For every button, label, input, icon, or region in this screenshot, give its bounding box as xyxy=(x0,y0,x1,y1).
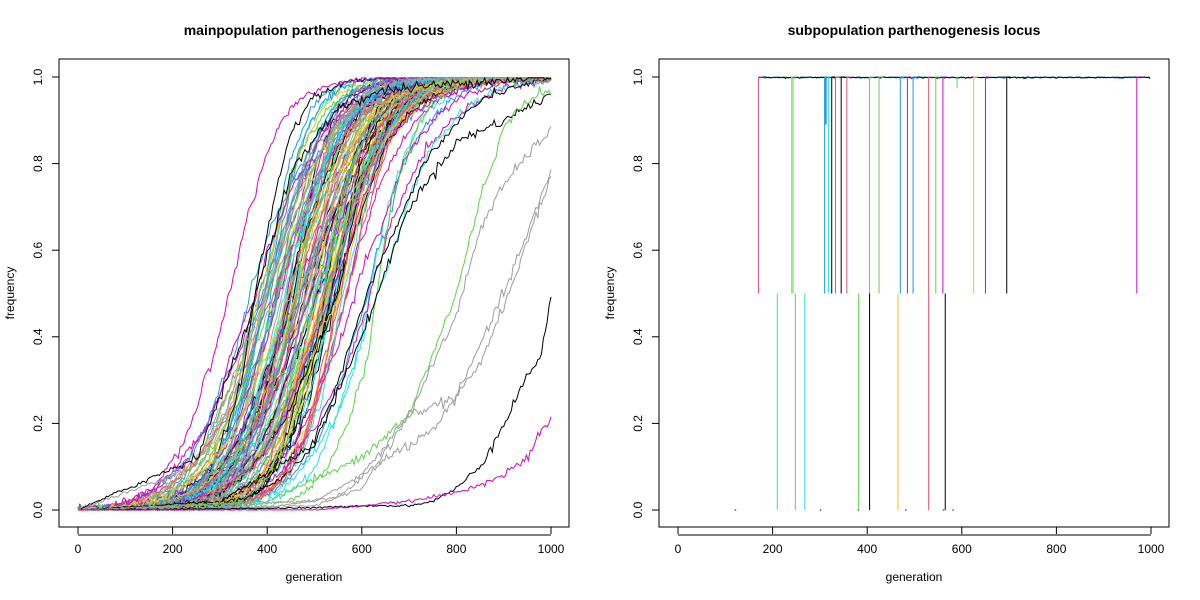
main-x-axis: 0 200 400 600 800 1000 xyxy=(75,527,565,556)
sub-y-axis-label: frequency xyxy=(603,267,617,320)
main-title: mainpopulation parthenogenesis locus xyxy=(184,22,445,38)
main-x-tick-label: 400 xyxy=(257,542,277,556)
main-late-series-line xyxy=(77,76,552,511)
sub-x-tick-label: 800 xyxy=(1046,542,1066,556)
main-x-tick-label: 800 xyxy=(446,542,466,556)
main-late-series-line xyxy=(77,76,552,511)
main-x-tick-label: 1000 xyxy=(538,542,565,556)
sub-title: subpopulation parthenogenesis locus xyxy=(788,22,1041,38)
main-y-axis-label: frequency xyxy=(3,267,17,320)
main-y-tick-label: 0.2 xyxy=(31,415,45,432)
main-x-axis-label: generation xyxy=(286,570,343,584)
sub-series-group xyxy=(734,76,1151,511)
sub-x-tick-label: 1000 xyxy=(1138,542,1165,556)
main-y-tick-label: 1.0 xyxy=(31,68,45,85)
main-x-tick-label: 0 xyxy=(75,542,82,556)
main-y-tick-label: 0.6 xyxy=(31,242,45,259)
main-panel: mainpopulation parthenogenesis locus 0 20… xyxy=(3,22,570,584)
sub-top-line xyxy=(758,76,1151,80)
sub-x-tick-label: 400 xyxy=(857,542,877,556)
main-plot-frame xyxy=(58,58,570,528)
sub-y-tick-label: 0.6 xyxy=(631,242,645,259)
sub-y-tick-label: 0.4 xyxy=(631,328,645,345)
sub-y-tick-label: 1.0 xyxy=(631,68,645,85)
main-y-tick-label: 0.4 xyxy=(31,328,45,345)
main-y-tick-label: 0.8 xyxy=(31,155,45,172)
sub-x-axis: 0 200 400 600 800 1000 xyxy=(675,527,1165,556)
main-late-series-line xyxy=(78,296,552,511)
main-series-line xyxy=(77,76,552,512)
main-late-series-line xyxy=(77,416,552,511)
main-x-tick-label: 600 xyxy=(352,542,372,556)
main-late-series-line xyxy=(77,126,552,511)
sub-y-axis: 0.0 0.2 0.4 0.6 0.8 1.0 xyxy=(631,68,660,518)
sub-y-tick-label: 0.0 xyxy=(631,501,645,518)
main-y-axis: 0.0 0.2 0.4 0.6 0.8 1.0 xyxy=(31,68,60,518)
sub-x-tick-label: 600 xyxy=(952,542,972,556)
sub-plot-frame xyxy=(658,58,1170,528)
sub-x-tick-label: 0 xyxy=(675,542,682,556)
main-series-line xyxy=(77,76,552,511)
sub-x-axis-label: generation xyxy=(886,570,943,584)
sub-y-tick-label: 0.8 xyxy=(631,155,645,172)
main-y-tick-label: 0.0 xyxy=(31,501,45,518)
sub-x-tick-label: 200 xyxy=(763,542,783,556)
main-series-group xyxy=(77,76,552,512)
main-late-series-line xyxy=(77,93,552,511)
main-late-series-line xyxy=(77,169,552,511)
sub-y-tick-label: 0.2 xyxy=(631,415,645,432)
sub-panel: subpopulation parthenogenesis locus 0 200… xyxy=(603,22,1170,584)
main-x-tick-label: 200 xyxy=(163,542,183,556)
